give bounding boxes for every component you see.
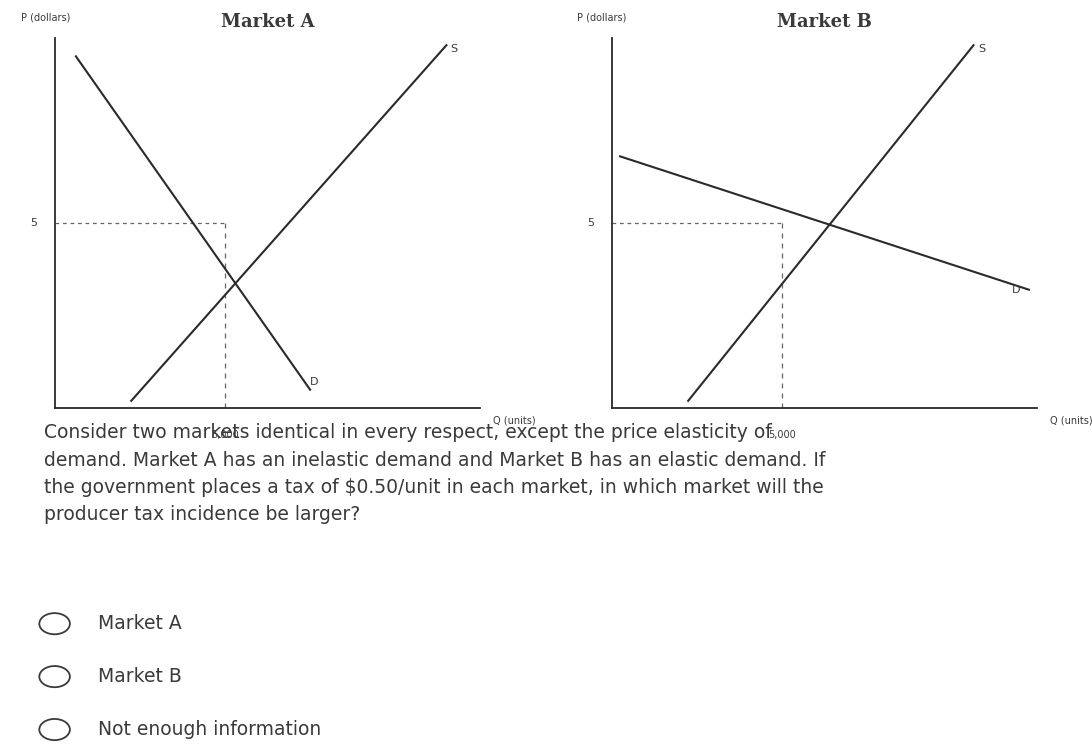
Text: 5: 5	[587, 218, 594, 228]
Text: 5: 5	[31, 218, 37, 228]
Text: 5,000: 5,000	[768, 430, 796, 441]
Title: Market A: Market A	[221, 13, 314, 31]
Text: Consider two markets identical in every respect, except the price elasticity of
: Consider two markets identical in every …	[44, 423, 826, 524]
Text: Q (units): Q (units)	[494, 416, 536, 426]
Text: Q (units): Q (units)	[1051, 416, 1092, 426]
Text: S: S	[977, 44, 985, 54]
Text: D: D	[310, 377, 319, 387]
Title: Market B: Market B	[778, 13, 871, 31]
Text: 5,000: 5,000	[211, 430, 239, 441]
Text: S: S	[451, 44, 458, 54]
Text: P (dollars): P (dollars)	[578, 13, 627, 23]
Text: Not enough information: Not enough information	[98, 720, 321, 739]
Text: Market A: Market A	[98, 614, 182, 634]
Text: P (dollars): P (dollars)	[21, 13, 70, 23]
Text: D: D	[1012, 285, 1020, 295]
Text: Market B: Market B	[98, 667, 182, 686]
